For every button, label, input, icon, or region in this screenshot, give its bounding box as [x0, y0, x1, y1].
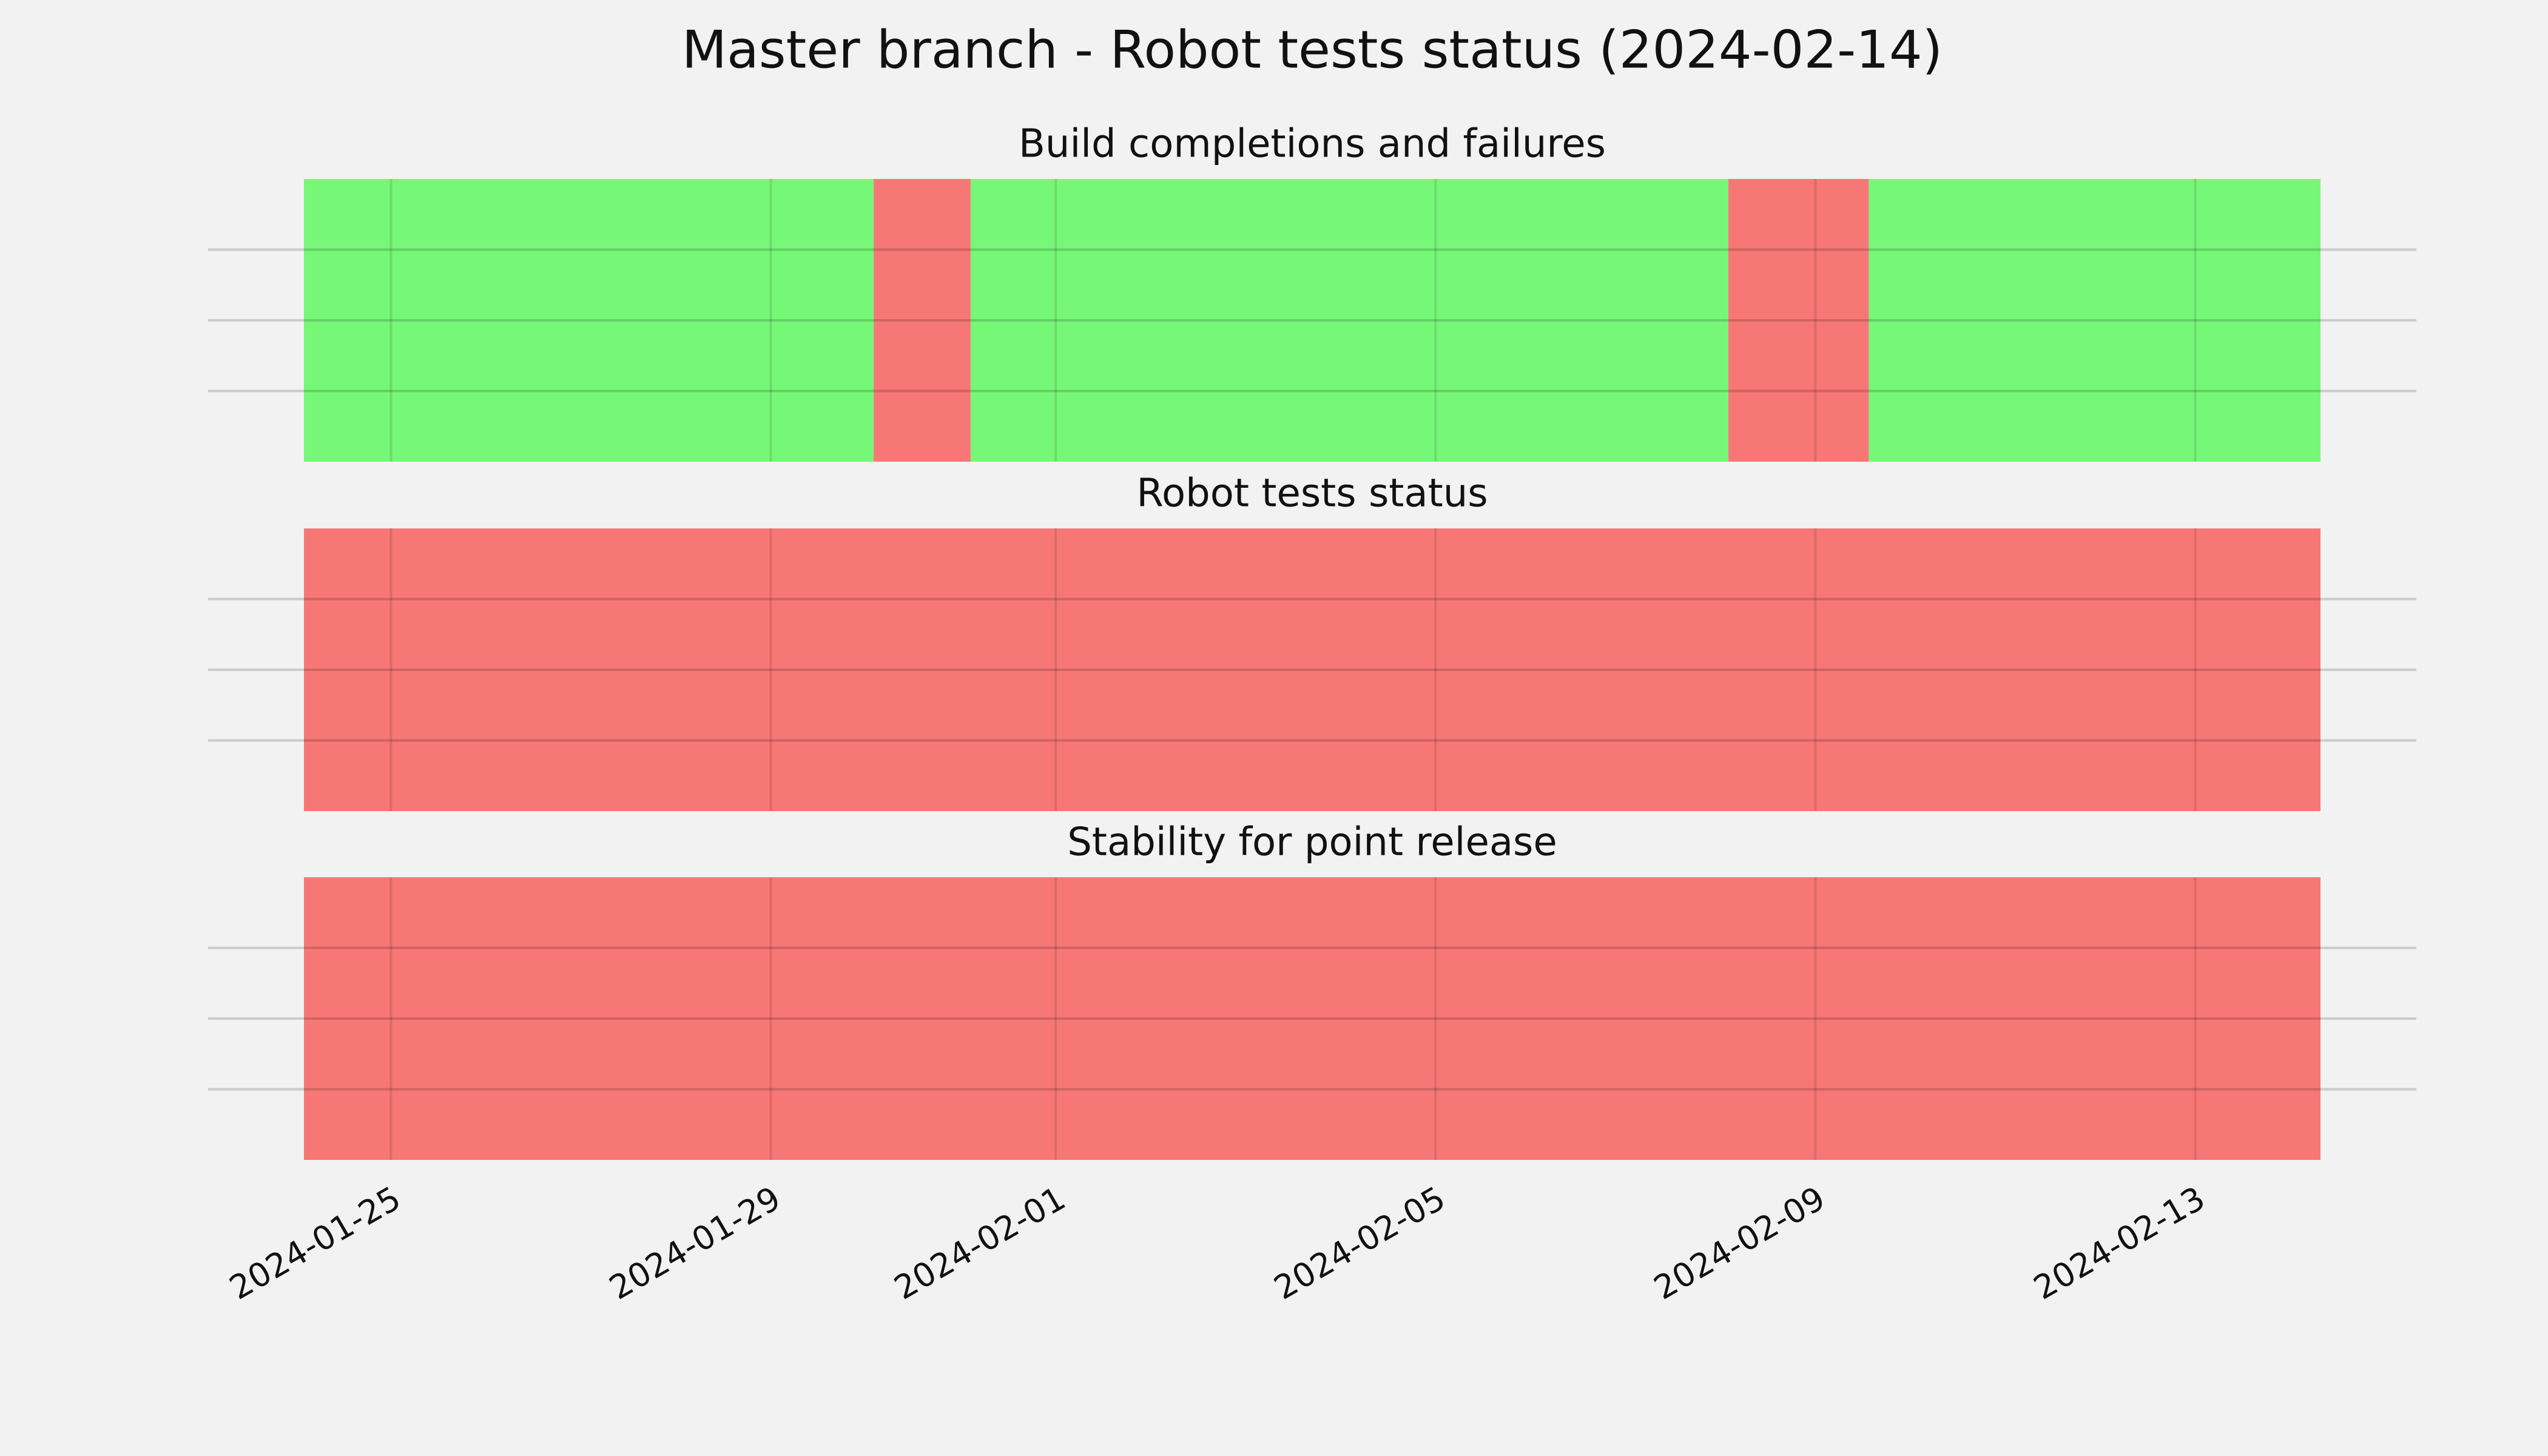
status-span	[304, 179, 874, 462]
status-span	[304, 528, 2320, 811]
chart-title: Master branch - Robot tests status (2024…	[682, 19, 1943, 80]
status-span	[970, 179, 1728, 462]
status-span	[304, 877, 2320, 1160]
subplot-title: Build completions and failures	[1019, 122, 1606, 167]
status-span	[1869, 179, 2320, 462]
subplot-title: Stability for point release	[1067, 820, 1557, 865]
subplot-title: Robot tests status	[1136, 471, 1488, 516]
status-span	[874, 179, 971, 462]
status-span	[1728, 179, 1869, 462]
